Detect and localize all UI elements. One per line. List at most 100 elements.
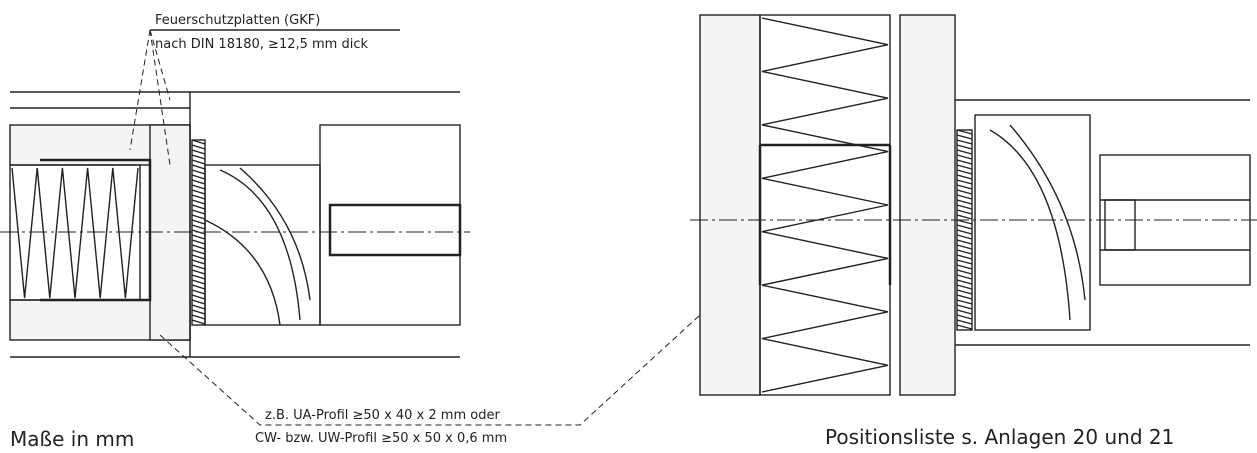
drawing-line [956, 239, 973, 245]
drawing-path [40, 158, 152, 302]
drawing-line [191, 214, 206, 220]
drawing-line [191, 224, 206, 230]
drawing-line [956, 274, 973, 280]
drawing-line [956, 154, 973, 160]
drawing-line [956, 199, 973, 205]
drawing-line [956, 234, 973, 240]
drawing-line [956, 179, 973, 185]
drawing-line [956, 214, 973, 220]
drawing-line [191, 314, 206, 320]
drawing-line [956, 209, 973, 215]
drawing-line [191, 179, 206, 185]
drawing-line [956, 259, 973, 265]
drawing-line [191, 219, 206, 225]
drawing-polyline [11, 167, 139, 299]
drawing-line [191, 229, 206, 235]
plates-spec: nach DIN 18180, ≥12,5 mm dick [155, 37, 368, 52]
drawing-line [191, 234, 206, 240]
drawing-line [191, 144, 206, 150]
drawing-line [956, 244, 973, 250]
drawing-line [956, 264, 973, 270]
drawing-line [191, 294, 206, 300]
drawing-line [191, 279, 206, 285]
drawing-line [191, 204, 206, 210]
drawing-line [191, 184, 206, 190]
drawing-line [191, 269, 206, 275]
drawing-line [191, 209, 206, 215]
drawing-line [956, 204, 973, 210]
drawing-line [956, 229, 973, 235]
drawing-line [956, 304, 973, 310]
profile-a: z.B. UA-Profil ≥50 x 40 x 2 mm oder [265, 408, 500, 423]
drawing-line [956, 159, 973, 165]
drawing-line [956, 139, 973, 145]
drawing-polyline [761, 17, 889, 393]
drawing-line [956, 169, 973, 175]
drawing-rect [319, 124, 461, 326]
drawing-line [191, 309, 206, 315]
drawing-line [956, 129, 973, 135]
drawing-line [191, 239, 206, 245]
drawing-line [191, 149, 206, 155]
drawing-line [191, 244, 206, 250]
drawing-rect [759, 14, 891, 396]
drawing-line [191, 139, 206, 145]
drawing-line [956, 174, 973, 180]
plates-title: Feuerschutzplatten (GKF) [155, 13, 320, 28]
drawing-line [191, 284, 206, 290]
drawing-line [956, 224, 973, 230]
drawing-rect [974, 114, 1091, 331]
drawing-path [129, 29, 171, 166]
drawing-line [191, 259, 206, 265]
left-section [0, 29, 761, 426]
drawing-path [204, 167, 311, 326]
drawing-rect [1104, 199, 1136, 251]
drawing-line [956, 269, 973, 275]
drawing-rect [328, 203, 462, 257]
drawing-line [191, 289, 206, 295]
drawing-rect [699, 14, 761, 396]
drawing-line [191, 169, 206, 175]
drawing-line [191, 264, 206, 270]
drawing-line [191, 304, 206, 310]
drawing-line [191, 274, 206, 280]
drawing-line [191, 254, 206, 260]
drawing-line [956, 164, 973, 170]
drawing-line [191, 194, 206, 200]
drawing-line [191, 319, 206, 325]
drawing-line [956, 189, 973, 195]
drawing-line [956, 299, 973, 305]
drawing-line [956, 219, 973, 225]
drawing-line [956, 314, 973, 320]
drawing-line [956, 194, 973, 200]
units-note: Maße in mm [10, 427, 134, 451]
drawing-line [956, 184, 973, 190]
drawing-line [191, 249, 206, 255]
drawing-line [191, 299, 206, 305]
drawing-line [191, 154, 206, 160]
drawing-path [159, 259, 761, 426]
drawing-line [191, 199, 206, 205]
drawing-line [956, 144, 973, 150]
drawing-path [758, 143, 892, 285]
drawing-rect [899, 14, 956, 396]
drawing-line [956, 294, 973, 300]
drawing-line [191, 159, 206, 165]
drawing-line [956, 149, 973, 155]
profile-b: CW- bzw. UW-Profil ≥50 x 50 x 0,6 mm [255, 431, 507, 446]
drawing-line [956, 249, 973, 255]
right-section [690, 14, 1257, 396]
drawing-line [956, 289, 973, 295]
drawing-line [191, 174, 206, 180]
drawing-rect [204, 164, 321, 326]
drawing-line [956, 284, 973, 290]
drawing-line [956, 279, 973, 285]
drawing-line [191, 164, 206, 170]
drawing-line [956, 309, 973, 315]
drawing-line [956, 319, 973, 325]
position-list: Positionsliste s. Anlagen 20 und 21 [825, 425, 1174, 449]
drawing-line [956, 324, 973, 330]
drawing-line [956, 254, 973, 260]
drawing-line [956, 134, 973, 140]
